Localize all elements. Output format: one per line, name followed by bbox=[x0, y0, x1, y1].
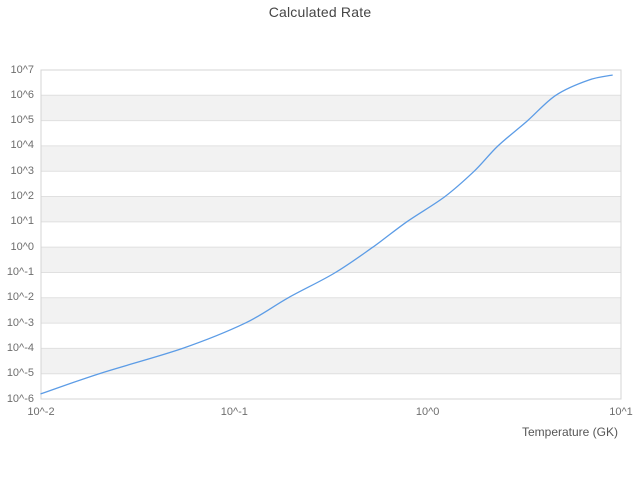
chart-title: Calculated Rate bbox=[268, 4, 372, 20]
decade-band bbox=[41, 95, 621, 121]
x-tick-label: 10^0 bbox=[415, 406, 440, 418]
decade-band bbox=[41, 348, 621, 374]
y-tick-label: 10^4 bbox=[10, 139, 34, 152]
y-tick-label: 10^1 bbox=[10, 215, 34, 228]
y-tick-label: 10^-2 bbox=[6, 291, 34, 304]
decade-band bbox=[41, 145, 621, 172]
y-tick-label: 10^-6 bbox=[6, 392, 34, 405]
calculated-rate-line bbox=[40, 74, 613, 395]
decade-band bbox=[41, 247, 621, 273]
y-tick-label: 10^-4 bbox=[6, 341, 34, 354]
y-tick-label: 10^5 bbox=[10, 114, 34, 127]
y-tick-label: 10^0 bbox=[10, 240, 34, 253]
decade-band bbox=[41, 196, 621, 222]
y-tick-label: 10^-1 bbox=[6, 265, 34, 278]
y-tick-label: 10^3 bbox=[10, 164, 34, 177]
y-tick-label: 10^6 bbox=[10, 88, 34, 101]
plot-border bbox=[40, 69, 622, 400]
x-tick-label: 10^-1 bbox=[220, 406, 248, 418]
x-axis-title: Temperature (GK) bbox=[521, 425, 618, 439]
x-tick-label: 10^1 bbox=[609, 406, 633, 418]
y-tick-label: 10^-3 bbox=[6, 316, 34, 329]
y-tick-label: 10^2 bbox=[10, 190, 34, 203]
x-tick-label: 10^-2 bbox=[27, 406, 55, 418]
y-tick-label: 10^-5 bbox=[6, 367, 34, 380]
y-tick-label: 10^7 bbox=[10, 63, 34, 76]
decade-band bbox=[41, 297, 621, 324]
